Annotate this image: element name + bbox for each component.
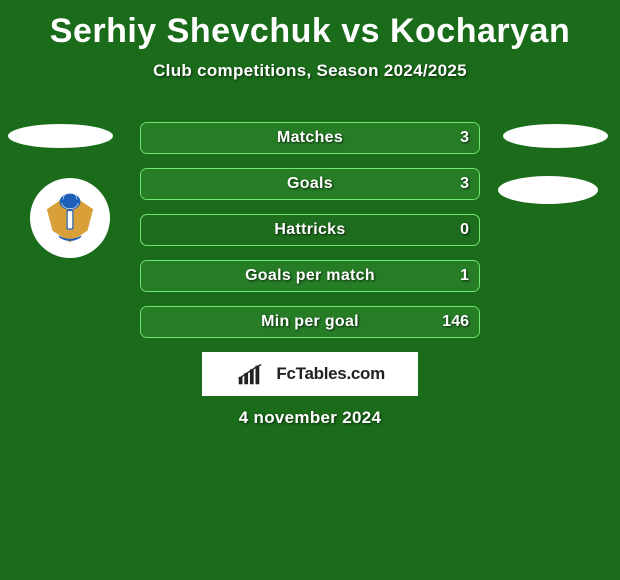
stat-value-right: 1 <box>460 267 469 285</box>
stat-row-min-per-goal: Min per goal 146 <box>140 306 480 338</box>
player2-badge-placeholder <box>498 176 598 204</box>
source-logo: FcTables.com <box>202 352 418 396</box>
stat-label: Min per goal <box>261 313 359 331</box>
stats-panel: Matches 3 Goals 3 Hattricks 0 Goals per … <box>140 122 480 352</box>
player1-club-badge <box>30 178 110 258</box>
stat-row-goals: Goals 3 <box>140 168 480 200</box>
date-label: 4 november 2024 <box>0 408 620 428</box>
stat-value-right: 3 <box>460 175 469 193</box>
stat-value-right: 146 <box>442 313 469 331</box>
player2-avatar-placeholder <box>503 124 608 148</box>
stat-label: Matches <box>277 129 343 147</box>
source-logo-text: FcTables.com <box>276 364 385 384</box>
barchart-icon <box>235 360 272 388</box>
player1-avatar-placeholder <box>8 124 113 148</box>
stat-label: Hattricks <box>274 221 345 239</box>
stat-label: Goals per match <box>245 267 375 285</box>
page-title: Serhiy Shevchuk vs Kocharyan <box>0 0 620 51</box>
stat-label: Goals <box>287 175 333 193</box>
shield-icon <box>41 189 99 247</box>
stat-row-goals-per-match: Goals per match 1 <box>140 260 480 292</box>
stat-value-right: 0 <box>460 221 469 239</box>
stat-value-right: 3 <box>460 129 469 147</box>
stat-row-hattricks: Hattricks 0 <box>140 214 480 246</box>
subtitle: Club competitions, Season 2024/2025 <box>0 61 620 81</box>
stat-row-matches: Matches 3 <box>140 122 480 154</box>
